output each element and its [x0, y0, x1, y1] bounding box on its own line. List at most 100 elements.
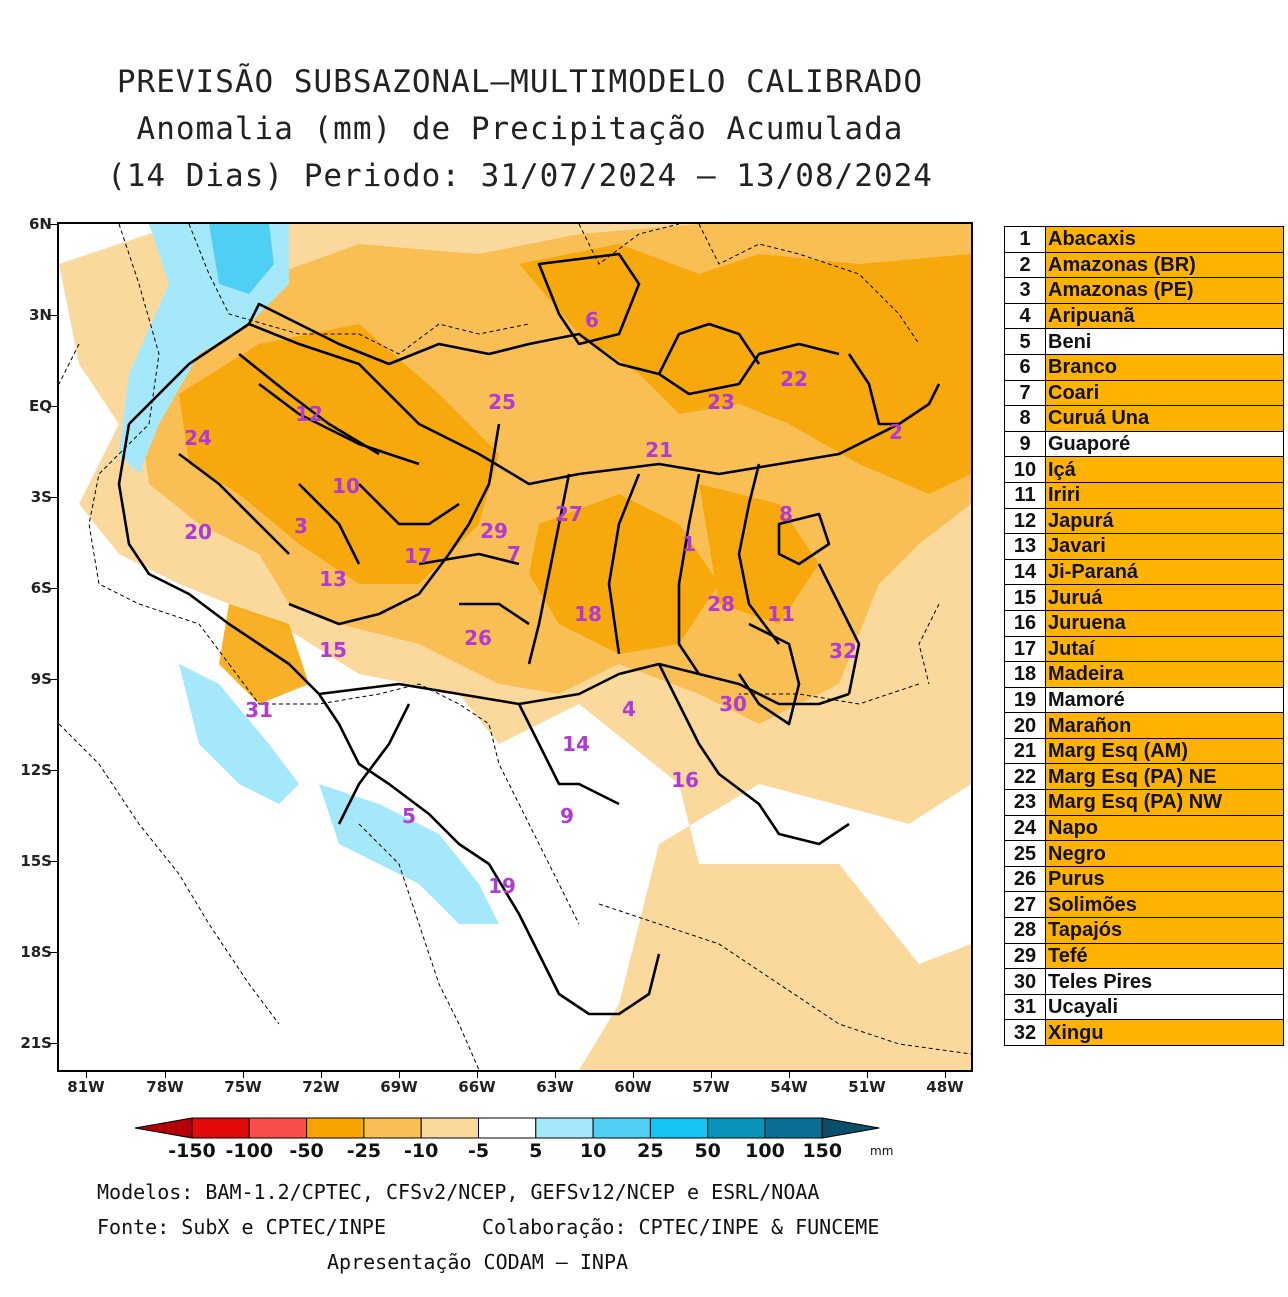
- lon-tick: [86, 1072, 87, 1078]
- basin-number-label: 22: [780, 367, 808, 391]
- legend-basin-name: Japurá: [1045, 507, 1284, 535]
- basin-number-label: 12: [295, 402, 323, 426]
- legend-basin-name: Mamoré: [1045, 686, 1284, 714]
- legend-number: 2: [1004, 251, 1046, 279]
- legend-row: 17 Jutaí: [1004, 635, 1284, 663]
- lon-tick: [321, 1072, 322, 1078]
- basin-number-label: 26: [464, 626, 492, 650]
- anomaly-shading: [59, 224, 971, 1070]
- legend-number: 19: [1004, 686, 1046, 714]
- legend-basin-name: Juruena: [1045, 609, 1284, 637]
- basin-number-label: 3: [294, 514, 308, 538]
- basin-number-label: 11: [767, 602, 795, 626]
- lat-tick-label: 3S: [30, 488, 52, 506]
- lon-tick: [555, 1072, 556, 1078]
- lon-tick-label: 72W: [302, 1078, 340, 1096]
- lat-tick: [50, 770, 57, 771]
- legend-row: 18 Madeira: [1004, 661, 1284, 688]
- credits-models: Modelos: BAM-1.2/CPTEC, CFSv2/NCEP, GEFS…: [97, 1180, 820, 1204]
- colorbar-swatch: [478, 1117, 537, 1139]
- legend-row: 16 Juruena: [1004, 609, 1284, 637]
- legend-basin-name: Içá: [1045, 456, 1284, 483]
- legend-row: 3 Amazonas (PE): [1004, 277, 1284, 304]
- legend-row: 19 Mamoré: [1004, 686, 1284, 714]
- legend-number: 23: [1004, 789, 1046, 816]
- legend-number: 1: [1004, 226, 1046, 253]
- legend-basin-name: Purus: [1045, 865, 1284, 893]
- colorbar-swatch: [191, 1117, 250, 1139]
- colorbar-label: 25: [637, 1140, 664, 1162]
- colorbar-label: -5: [467, 1140, 490, 1162]
- legend-number: 27: [1004, 891, 1046, 919]
- basin-number-label: 7: [507, 542, 521, 566]
- legend-basin-name: Marg Esq (PA) NE: [1045, 763, 1284, 791]
- country-borders: [59, 224, 971, 1070]
- legend-number: 25: [1004, 840, 1046, 867]
- basin-number-label: 23: [707, 390, 735, 414]
- legend-row: 6 Branco: [1004, 353, 1284, 381]
- legend-number: 21: [1004, 737, 1046, 765]
- legend-row: 24 Napo: [1004, 814, 1284, 842]
- legend-row: 4 Aripuanã: [1004, 302, 1284, 330]
- colorbar-arrow-right: [821, 1117, 880, 1139]
- legend-basin-name: Negro: [1045, 840, 1284, 867]
- basin-number-label: 32: [829, 639, 857, 663]
- legend-basin-name: Amazonas (PE): [1045, 277, 1284, 304]
- legend-basin-name: Tapajós: [1045, 917, 1284, 944]
- legend-row: 8 Curuá Una: [1004, 405, 1284, 432]
- legend-number: 31: [1004, 993, 1046, 1021]
- colorbar-unit: mm: [870, 1144, 894, 1158]
- colorbar-label: -10: [404, 1140, 439, 1162]
- legend-basin-name: Juruá: [1045, 584, 1284, 611]
- legend-number: 29: [1004, 942, 1046, 970]
- colorbar-swatch: [363, 1117, 422, 1139]
- basin-number-label: 20: [184, 520, 212, 544]
- legend-row: 12 Japurá: [1004, 507, 1284, 535]
- lon-tick: [399, 1072, 400, 1078]
- lat-tick-label: 15S: [20, 852, 52, 870]
- basin-number-label: 30: [719, 692, 747, 716]
- legend-number: 9: [1004, 430, 1046, 458]
- legend-row: 26 Purus: [1004, 865, 1284, 893]
- colorbar-swatch: [420, 1117, 480, 1139]
- colorbar-arrow-left: [135, 1117, 193, 1139]
- lon-tick-label: 63W: [536, 1078, 574, 1096]
- lat-tick: [50, 679, 57, 680]
- colorbar-swatch: [535, 1117, 594, 1139]
- legend-row: 27 Solimões: [1004, 891, 1284, 919]
- lon-tick: [243, 1072, 244, 1078]
- legend-row: 2 Amazonas (BR): [1004, 251, 1284, 279]
- lon-tick: [477, 1072, 478, 1078]
- map-canvas: [59, 224, 971, 1070]
- legend-number: 26: [1004, 865, 1046, 893]
- basin-number-label: 6: [585, 308, 599, 332]
- legend-basin-name: Solimões: [1045, 891, 1284, 919]
- legend-basin-name: Coari: [1045, 379, 1284, 407]
- legend-number: 12: [1004, 507, 1046, 535]
- lon-tick-label: 51W: [848, 1078, 886, 1096]
- lat-tick-label: 3N: [29, 306, 52, 324]
- legend-row: 25 Negro: [1004, 840, 1284, 867]
- colorbar-label: -50: [289, 1140, 324, 1162]
- colorbar-swatch: [306, 1117, 365, 1139]
- legend-basin-name: Marañon: [1045, 712, 1284, 739]
- lon-tick-label: 60W: [614, 1078, 652, 1096]
- colorbar-label: 150: [802, 1140, 843, 1162]
- positive-anomaly-mid: [209, 224, 274, 294]
- lon-tick-label: 66W: [458, 1078, 496, 1096]
- lat-tick: [50, 861, 57, 862]
- basin-legend-table: 1 Abacaxis 2 Amazonas (BR) 3 Amazonas (PE) 4 Ar…: [1004, 226, 1284, 1046]
- legend-row: 23 Marg Esq (PA) NW: [1004, 789, 1284, 816]
- lat-tick: [50, 952, 57, 953]
- lon-tick: [867, 1072, 868, 1078]
- basin-number-label: 13: [319, 567, 347, 591]
- basin-number-label: 8: [779, 502, 793, 526]
- legend-row: 21 Marg Esq (AM): [1004, 737, 1284, 765]
- colorbar-label: -25: [346, 1140, 382, 1162]
- basin-number-label: 28: [707, 592, 735, 616]
- colorbar-label: -100: [225, 1140, 274, 1162]
- title-line-3: (14 Dias) Periodo: 31/07/2024 — 13/08/20…: [107, 158, 933, 194]
- legend-row: 9 Guaporé: [1004, 430, 1284, 458]
- lon-tick-label: 69W: [380, 1078, 418, 1096]
- basin-number-label: 14: [562, 732, 590, 756]
